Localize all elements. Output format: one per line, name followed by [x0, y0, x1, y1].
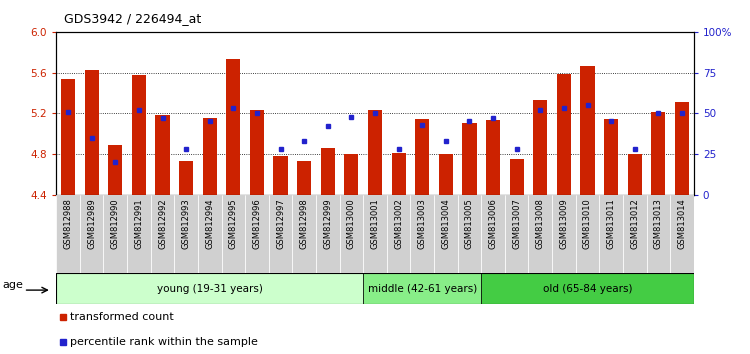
Bar — [61, 79, 75, 195]
Text: GSM812997: GSM812997 — [276, 199, 285, 249]
Text: GSM813003: GSM813003 — [418, 199, 427, 250]
Bar — [151, 195, 174, 273]
Text: GSM812993: GSM812993 — [182, 199, 190, 249]
Bar — [250, 110, 264, 195]
Text: young (19-31 years): young (19-31 years) — [157, 284, 262, 293]
Bar — [104, 195, 127, 273]
Text: GSM812998: GSM812998 — [300, 199, 309, 249]
Text: GSM812999: GSM812999 — [323, 199, 332, 249]
Bar — [226, 59, 241, 195]
Bar — [670, 195, 694, 273]
Text: GSM812991: GSM812991 — [134, 199, 143, 249]
Bar — [556, 74, 571, 195]
Bar — [56, 273, 363, 304]
Bar — [132, 75, 146, 195]
Text: middle (42-61 years): middle (42-61 years) — [368, 284, 477, 293]
Bar — [387, 195, 410, 273]
Bar — [155, 115, 170, 195]
Bar — [533, 100, 548, 195]
Bar — [245, 195, 268, 273]
Text: GSM812995: GSM812995 — [229, 199, 238, 249]
Bar — [482, 195, 505, 273]
Bar — [297, 161, 311, 195]
Text: percentile rank within the sample: percentile rank within the sample — [70, 337, 258, 347]
Text: GSM813001: GSM813001 — [370, 199, 380, 249]
Text: GSM813011: GSM813011 — [607, 199, 616, 249]
Bar — [127, 195, 151, 273]
Bar — [179, 161, 194, 195]
Text: GSM812996: GSM812996 — [253, 199, 262, 249]
Bar — [486, 120, 500, 195]
Bar — [292, 195, 316, 273]
Bar — [529, 195, 552, 273]
Bar — [202, 118, 217, 195]
Bar — [344, 154, 358, 195]
Bar — [108, 145, 122, 195]
Bar — [552, 195, 576, 273]
Bar — [576, 195, 599, 273]
Text: GSM813013: GSM813013 — [654, 199, 663, 250]
Text: GDS3942 / 226494_at: GDS3942 / 226494_at — [64, 12, 201, 25]
Text: GSM813000: GSM813000 — [347, 199, 356, 249]
Bar — [439, 154, 453, 195]
Bar — [628, 154, 642, 195]
Bar — [416, 119, 429, 195]
Bar — [509, 159, 524, 195]
Text: GSM813012: GSM813012 — [630, 199, 639, 249]
Bar — [410, 195, 434, 273]
Bar — [392, 153, 406, 195]
Text: GSM813005: GSM813005 — [465, 199, 474, 249]
Bar — [363, 195, 387, 273]
Bar — [56, 195, 80, 273]
Bar — [599, 195, 623, 273]
Bar — [198, 195, 221, 273]
Bar — [651, 112, 665, 195]
Text: GSM813007: GSM813007 — [512, 199, 521, 250]
Bar — [580, 67, 595, 195]
Bar — [458, 195, 482, 273]
Text: GSM813004: GSM813004 — [441, 199, 450, 249]
Text: GSM813008: GSM813008 — [536, 199, 544, 250]
Bar — [221, 195, 245, 273]
Text: age: age — [3, 280, 24, 290]
Bar — [268, 195, 292, 273]
Bar — [623, 195, 646, 273]
Bar — [174, 195, 198, 273]
Text: GSM812990: GSM812990 — [111, 199, 120, 249]
Bar — [462, 124, 476, 195]
Text: GSM813002: GSM813002 — [394, 199, 403, 249]
Bar — [316, 195, 340, 273]
Text: GSM813009: GSM813009 — [560, 199, 568, 249]
Text: GSM812989: GSM812989 — [87, 199, 96, 249]
Bar — [368, 110, 382, 195]
Bar — [321, 148, 334, 195]
Text: GSM812988: GSM812988 — [64, 199, 73, 250]
Bar — [646, 195, 670, 273]
Text: old (65-84 years): old (65-84 years) — [543, 284, 632, 293]
Bar — [340, 195, 363, 273]
Bar — [675, 102, 689, 195]
Bar — [80, 195, 104, 273]
Bar — [434, 195, 457, 273]
Text: GSM812994: GSM812994 — [206, 199, 214, 249]
Text: GSM812992: GSM812992 — [158, 199, 167, 249]
Text: GSM813010: GSM813010 — [583, 199, 592, 249]
Bar — [505, 195, 529, 273]
Bar — [363, 273, 482, 304]
Text: GSM813014: GSM813014 — [677, 199, 686, 249]
Bar — [274, 156, 288, 195]
Text: GSM813006: GSM813006 — [488, 199, 497, 250]
Bar — [85, 69, 99, 195]
Bar — [604, 119, 618, 195]
Text: transformed count: transformed count — [70, 312, 174, 322]
Bar — [482, 273, 694, 304]
